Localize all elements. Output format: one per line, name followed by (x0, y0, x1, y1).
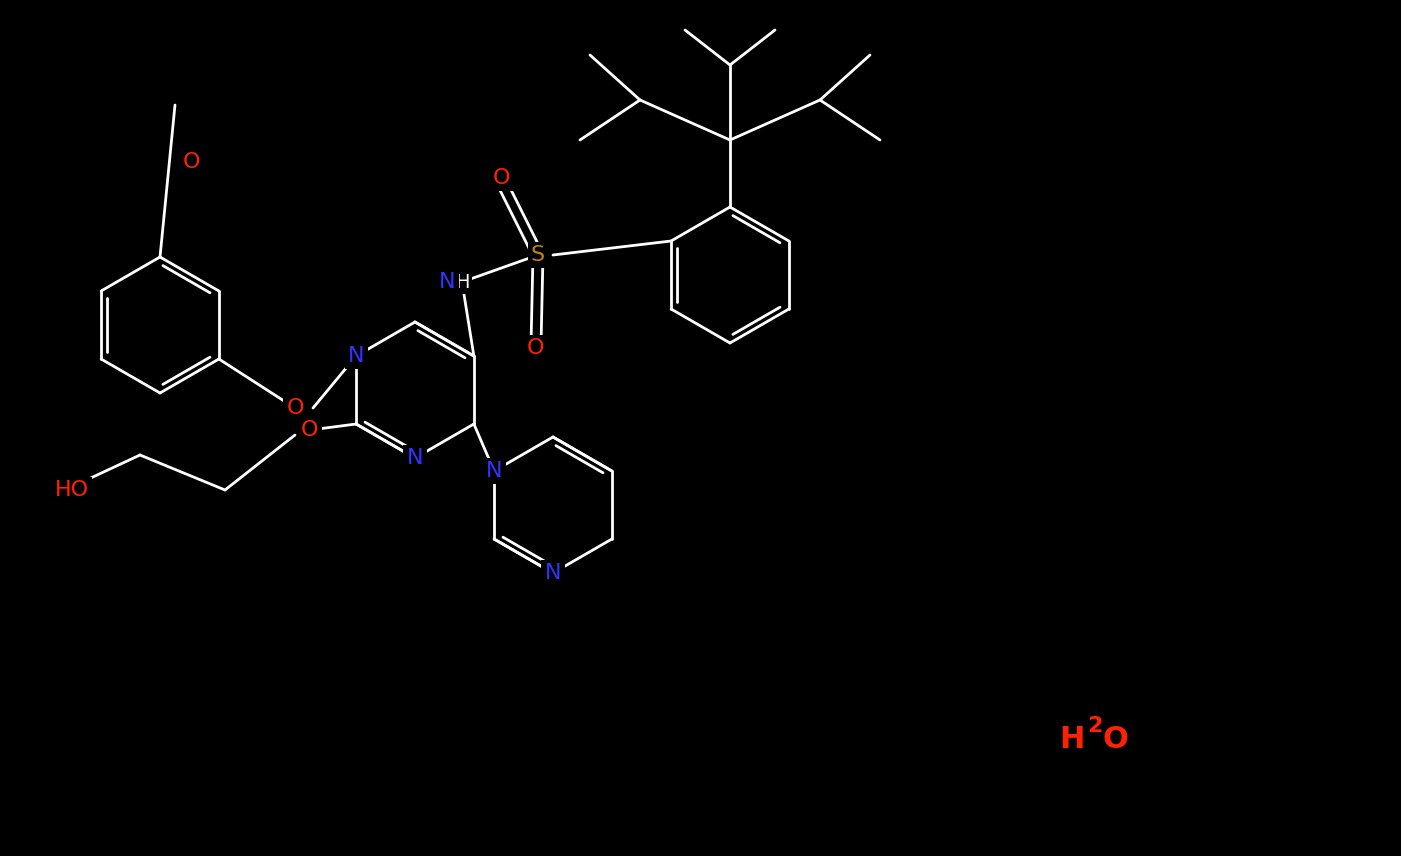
Text: O: O (301, 420, 319, 440)
Text: N: N (347, 346, 364, 366)
Text: O: O (527, 338, 545, 358)
Text: N: N (406, 448, 423, 468)
Text: O: O (184, 152, 200, 172)
Text: O: O (286, 398, 304, 418)
Text: N: N (486, 461, 503, 481)
Text: O: O (493, 168, 511, 188)
Text: HO: HO (55, 480, 90, 500)
Text: O: O (1103, 726, 1129, 754)
Text: H: H (455, 272, 469, 292)
Text: 2: 2 (1087, 716, 1103, 736)
Text: S: S (531, 245, 545, 265)
Text: N: N (545, 563, 562, 583)
Text: N: N (439, 272, 455, 292)
Text: H: H (1059, 726, 1084, 754)
